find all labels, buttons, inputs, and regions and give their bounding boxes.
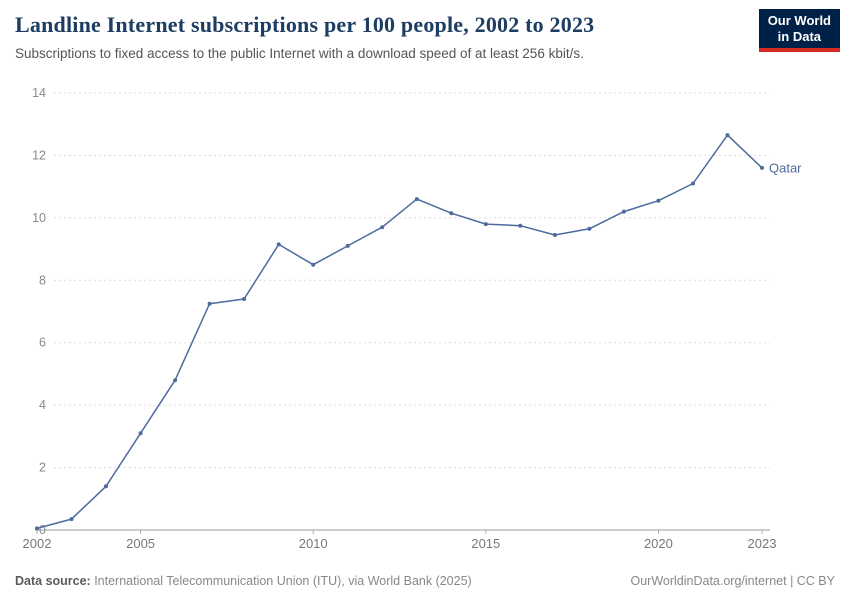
data-point-marker <box>587 226 592 231</box>
data-point-marker <box>449 211 454 216</box>
data-point-marker <box>138 431 143 436</box>
owid-logo-line1: Our World <box>767 13 831 28</box>
data-point-marker <box>345 243 350 248</box>
data-point-marker <box>380 225 385 230</box>
data-source: Data source: International Telecommunica… <box>15 574 472 588</box>
data-point-marker <box>414 197 419 202</box>
data-point-marker <box>35 526 39 531</box>
data-point-marker <box>69 517 74 522</box>
chart-area: 0 2 4 6 8 10 12 14 2002 2005 2010 2015 2020 2023 Qatar <box>0 78 850 561</box>
y-tick-label: 14 <box>32 86 46 100</box>
data-point-marker <box>621 209 626 214</box>
data-point-marker <box>760 165 764 170</box>
y-tick-label: 2 <box>39 461 46 475</box>
data-point-marker <box>173 378 178 383</box>
series-line <box>36 134 763 530</box>
x-tick-label: 2002 <box>23 536 52 551</box>
chart-header: Landline Internet subscriptions per 100 … <box>0 0 850 61</box>
data-point-marker <box>725 133 730 138</box>
footer-credit: OurWorldinData.org/internet | CC BY <box>630 574 836 588</box>
data-point-marker <box>311 262 316 267</box>
data-point-marker <box>691 181 695 186</box>
data-point-marker <box>552 233 557 237</box>
data-point-marker <box>242 297 247 301</box>
x-tick-label: 2020 <box>644 536 673 551</box>
y-tick-label: 4 <box>39 398 46 412</box>
data-point-marker <box>518 223 523 228</box>
x-tick-label: 2023 <box>748 536 777 551</box>
chart-title: Landline Internet subscriptions per 100 … <box>15 12 595 37</box>
x-tick-label: 2005 <box>126 536 155 551</box>
series-label: Qatar <box>769 160 802 175</box>
data-source-label: Data source: <box>15 574 91 588</box>
chart-subtitle: Subscriptions to fixed access to the pub… <box>15 46 584 61</box>
owid-logo: Our World in Data <box>758 9 840 52</box>
data-point-marker <box>104 484 108 489</box>
data-point-marker <box>656 198 661 203</box>
y-tick-label: 8 <box>39 273 46 287</box>
chart-footer: Data source: International Telecommunica… <box>15 574 835 588</box>
y-tick-label: 10 <box>32 211 46 225</box>
data-point-marker <box>483 222 488 227</box>
owid-logo-line2: in Data <box>777 29 822 44</box>
y-tick-label: 12 <box>32 148 46 162</box>
data-point-marker <box>207 301 212 306</box>
x-tick-label: 2010 <box>299 536 328 551</box>
y-tick-label: 6 <box>39 336 46 350</box>
data-source-text: International Telecommunication Union (I… <box>90 574 472 588</box>
data-point-marker <box>276 242 281 247</box>
x-tick-label: 2015 <box>471 536 500 551</box>
